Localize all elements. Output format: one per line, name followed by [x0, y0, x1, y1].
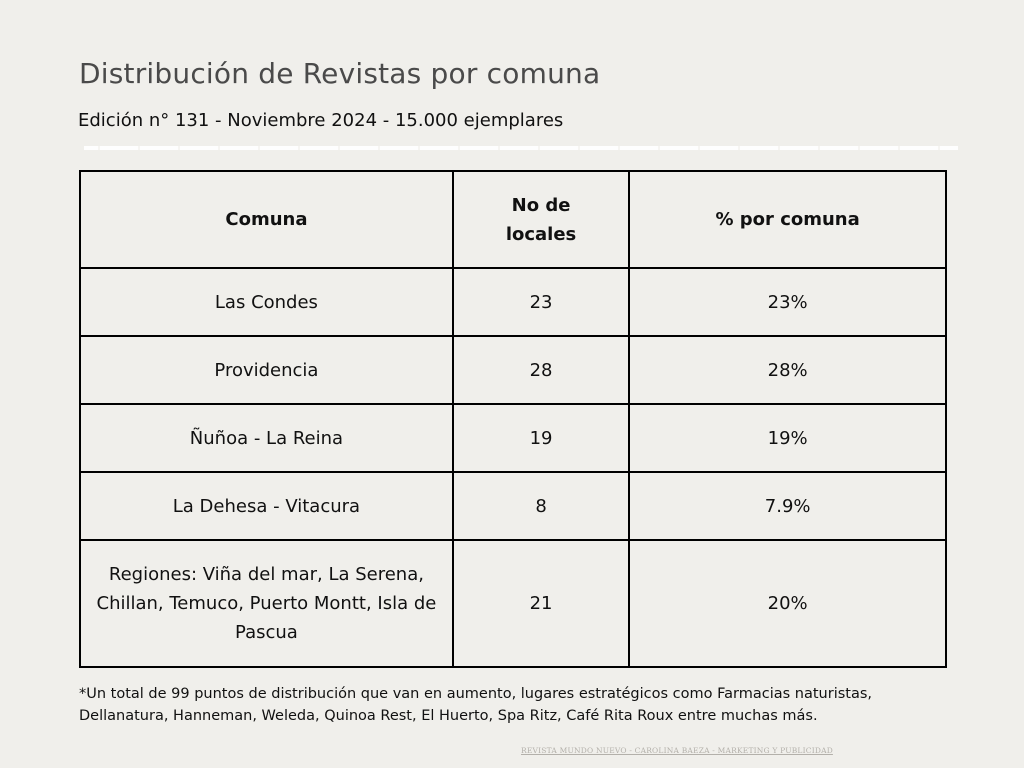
cell-comuna: Ñuñoa - La Reina [79, 403, 454, 473]
cell-porcentaje: 19% [628, 403, 947, 473]
table-row: La Dehesa - Vitacura 8 7.9% [79, 471, 947, 541]
cell-comuna: Regiones: Viña del mar, La Serena, Chill… [79, 539, 454, 668]
cell-locales: 8 [451, 471, 631, 541]
footnote: *Un total de 99 puntos de distribución q… [79, 686, 873, 724]
cell-comuna: Providencia [79, 335, 454, 405]
cell-locales: 23 [451, 267, 631, 337]
table-row: Ñuñoa - La Reina 19 19% [79, 403, 947, 473]
header-locales: No de locales [451, 170, 631, 269]
distribution-table: Comuna No de locales % por comuna Las Co… [79, 170, 947, 668]
cell-porcentaje: 23% [628, 267, 947, 337]
header-comuna: Comuna [79, 170, 454, 269]
cell-porcentaje: 28% [628, 335, 947, 405]
table-header-row: Comuna No de locales % por comuna [79, 170, 947, 269]
cell-comuna: Las Condes [79, 267, 454, 337]
header-porcentaje: % por comuna [628, 170, 947, 269]
cell-locales: 21 [451, 539, 631, 668]
cell-locales: 28 [451, 335, 631, 405]
cell-porcentaje: 20% [628, 539, 947, 668]
header-locales-text: No de locales [505, 194, 577, 245]
page-title: Distribución de Revistas por comuna [79, 57, 601, 90]
credit-line: REVISTA MUNDO NUEVO - CAROLINA BAEZA - M… [521, 746, 833, 755]
page-subtitle: Edición n° 131 - Noviembre 2024 - 15.000… [78, 110, 564, 131]
table-row: Las Condes 23 23% [79, 267, 947, 337]
cell-comuna: La Dehesa - Vitacura [79, 471, 454, 541]
cell-porcentaje: 7.9% [628, 471, 947, 541]
table-row: Providencia 28 28% [79, 335, 947, 405]
table-row: Regiones: Viña del mar, La Serena, Chill… [79, 539, 947, 668]
divider [84, 146, 958, 150]
cell-locales: 19 [451, 403, 631, 473]
